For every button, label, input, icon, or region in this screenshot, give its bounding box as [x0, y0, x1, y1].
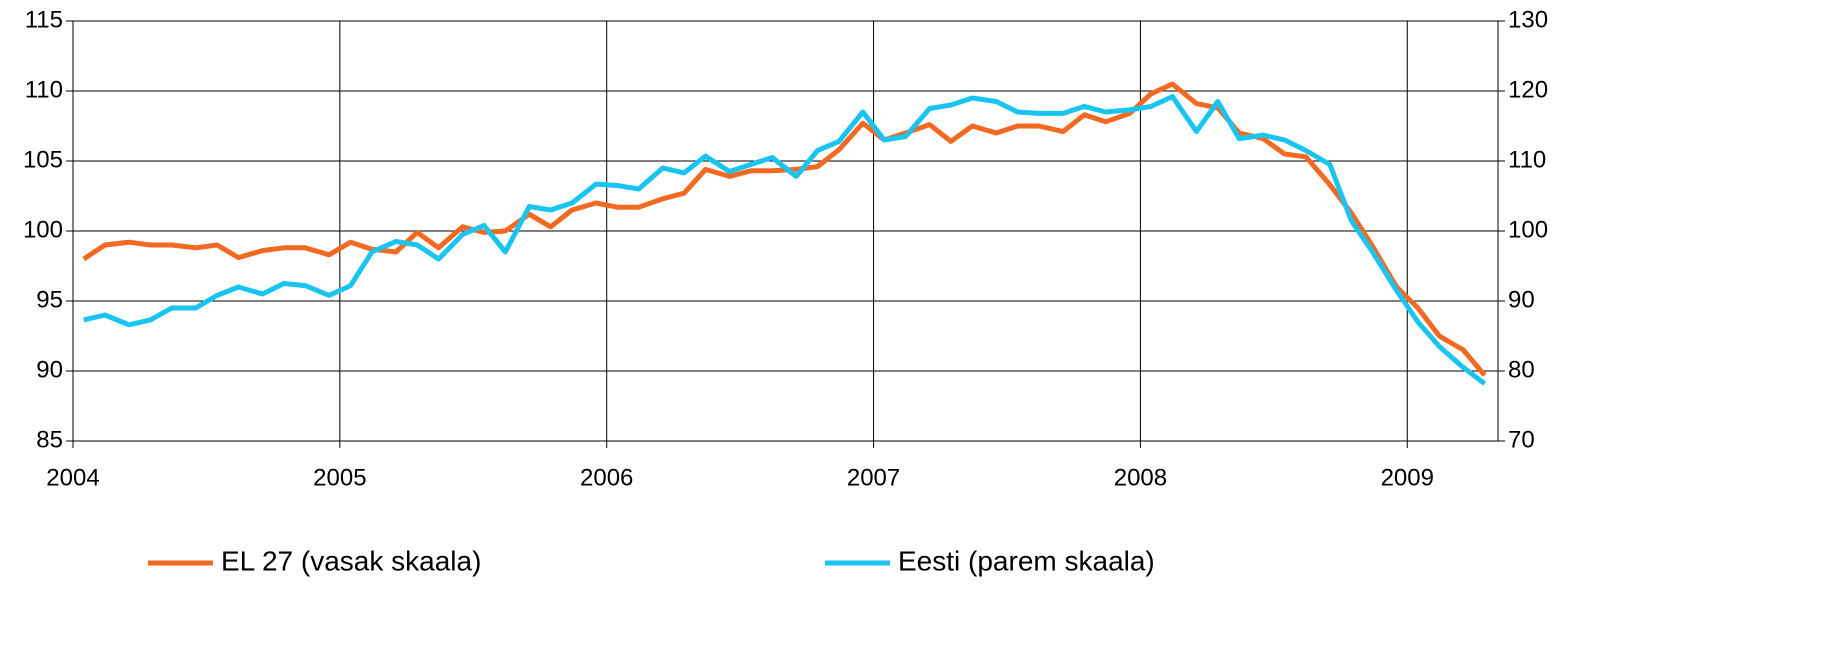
- y-tick-label: 105: [23, 146, 63, 173]
- y2-tick-label: 70: [1508, 426, 1535, 453]
- x-tick-label: 2005: [313, 464, 366, 491]
- y2-tick-label: 110: [1508, 146, 1546, 173]
- series-line: [82, 81, 1487, 377]
- x-tick-label: 2008: [1114, 464, 1167, 491]
- x-tick-label: 2007: [847, 464, 900, 491]
- y2-tick-label: 130: [1508, 6, 1548, 33]
- x-tick-label: 2006: [580, 464, 633, 491]
- y2-tick-label: 100: [1508, 216, 1548, 243]
- x-tick-label: 2004: [46, 464, 99, 491]
- legend-label: EL 27 (vasak skaala): [221, 545, 481, 576]
- y-tick-label: 100: [23, 216, 63, 243]
- x-tick-label: 2009: [1381, 464, 1434, 491]
- y2-tick-label: 120: [1508, 76, 1548, 103]
- y-tick-label: 85: [36, 426, 63, 453]
- y-tick-label: 95: [36, 286, 63, 313]
- plot-frame: [72, 20, 1499, 442]
- y-tick-label: 110: [25, 76, 63, 103]
- legend-label: Eesti (parem skaala): [898, 545, 1155, 576]
- y-tick-label: 90: [36, 356, 63, 383]
- series-line: [83, 94, 1487, 386]
- y2-tick-label: 90: [1508, 286, 1535, 313]
- y-tick-label: 115: [25, 6, 63, 33]
- y2-tick-label: 80: [1508, 356, 1535, 383]
